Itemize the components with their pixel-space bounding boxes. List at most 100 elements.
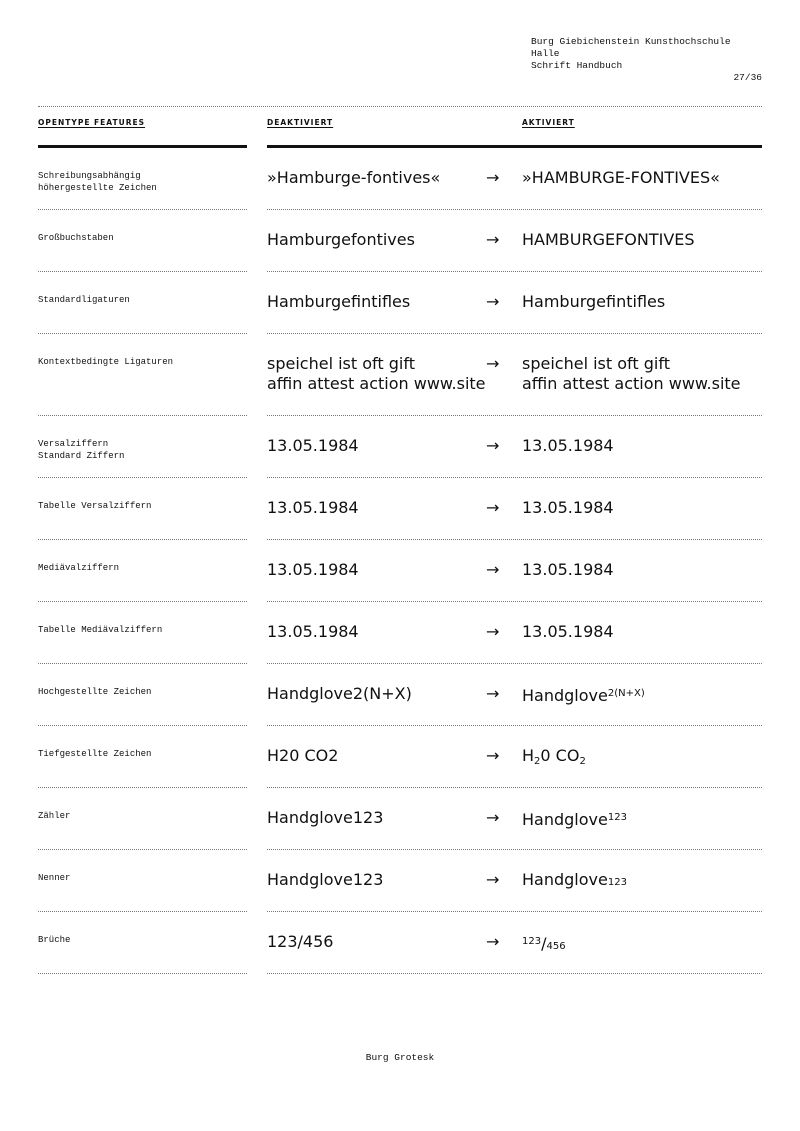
feature-label: Hochgestellte Zeichen <box>38 687 152 697</box>
arrow-icon: → <box>486 354 500 373</box>
divider <box>267 973 762 974</box>
table-row: Tabelle Versalziffern 13.05.1984 → 13.05.… <box>0 478 800 540</box>
disabled-sample: 13.05.1984 <box>267 498 359 517</box>
divider <box>267 601 762 602</box>
sample-part: 123 <box>522 936 542 947</box>
table-row: Hochgestellte Zeichen Handglove2(N+X) → H… <box>0 664 800 726</box>
divider <box>38 849 247 850</box>
enabled-sample: 13.05.1984 <box>522 436 614 455</box>
feature-label: Nenner <box>38 873 71 883</box>
divider <box>38 271 247 272</box>
divider <box>267 787 762 788</box>
table-row: Nenner Handglove123 → Handglove123 <box>0 850 800 912</box>
sample-part: 2 <box>579 756 586 767</box>
disabled-sample: 13.05.1984 <box>267 622 359 641</box>
feature-label: Brüche <box>38 935 71 945</box>
arrow-icon: → <box>486 498 500 517</box>
column-header-feature: OPENTYPE FEATURES <box>38 118 146 127</box>
sample-part: Handglove <box>522 810 608 829</box>
table-row: Tabelle Mediävalziffern 13.05.1984 → 13.0… <box>0 602 800 664</box>
disabled-sample: Handglove2(N+X) <box>267 684 412 703</box>
arrow-icon: → <box>486 746 500 765</box>
page-number: 27/36 <box>733 72 762 83</box>
sample-part: Handglove <box>522 686 608 705</box>
sample-part: Handglove <box>522 870 608 889</box>
arrow-icon: → <box>486 808 500 827</box>
divider <box>267 663 762 664</box>
divider <box>267 415 762 416</box>
divider <box>38 477 247 478</box>
institution-name: Burg Giebichenstein Kunsthochschule Hall… <box>531 36 731 59</box>
divider <box>38 539 247 540</box>
disabled-sample: »Hamburge-fontives« <box>267 168 441 187</box>
table-row: Brüche 123/456 → 123/456 <box>0 912 800 974</box>
enabled-sample: »HAMBURGE-FONTIVES« <box>522 168 720 187</box>
disabled-sample: 123/456 <box>267 932 334 951</box>
divider <box>38 106 762 107</box>
disabled-sample: Hamburgefintifles <box>267 292 411 311</box>
column-header-enabled: AKTIVIERT <box>522 118 575 127</box>
header-rule <box>38 145 247 148</box>
header-rule <box>267 145 762 148</box>
sample-part: 2 <box>534 756 541 767</box>
enabled-sample: 13.05.1984 <box>522 560 614 579</box>
divider <box>38 209 247 210</box>
arrow-icon: → <box>486 292 500 311</box>
enabled-sample: 13.05.1984 <box>522 622 614 641</box>
sample-part: / <box>541 934 547 953</box>
disabled-sample: speichel ist oft gift affin attest actio… <box>267 354 486 393</box>
divider <box>267 477 762 478</box>
table-row: Großbuchstaben Hamburgefontives → HAMBURG… <box>0 210 800 272</box>
disabled-sample: H20 CO2 <box>267 746 339 765</box>
feature-label: Zähler <box>38 811 71 821</box>
feature-label: Tiefgestellte Zeichen <box>38 749 152 759</box>
arrow-icon: → <box>486 168 500 187</box>
divider <box>38 973 247 974</box>
feature-table: Schreibungsabhängig höhergestellte Zeich… <box>0 148 800 974</box>
feature-label: Standardligaturen <box>38 295 130 305</box>
disabled-sample: Handglove123 <box>267 870 384 889</box>
enabled-sample: 13.05.1984 <box>522 498 614 517</box>
feature-label: Großbuchstaben <box>38 233 114 243</box>
arrow-icon: → <box>486 932 500 951</box>
column-header-disabled: DEAKTIVIERT <box>267 118 334 127</box>
publication-title: Schrift Handbuch <box>531 60 623 71</box>
enabled-sample: H20 CO2 <box>522 746 586 772</box>
enabled-sample: Hamburgefintifles <box>522 292 666 311</box>
divider <box>267 271 762 272</box>
feature-label: Kontextbedingte Ligaturen <box>38 357 174 367</box>
feature-label: Schreibungsabhängig höhergestellte Zeich… <box>38 171 157 193</box>
enabled-sample: speichel ist oft gift affin attest actio… <box>522 354 741 393</box>
sample-part: 123 <box>607 877 627 888</box>
sample-part: 456 <box>546 941 566 952</box>
arrow-icon: → <box>486 622 500 641</box>
divider <box>267 539 762 540</box>
divider <box>38 663 247 664</box>
table-row: Versalziffern Standard Ziffern 13.05.198… <box>0 416 800 478</box>
table-row: Standardligaturen Hamburgefintifles → Ham… <box>0 272 800 334</box>
disabled-sample: 13.05.1984 <box>267 560 359 579</box>
divider <box>267 209 762 210</box>
sample-part: H <box>522 746 535 765</box>
disabled-sample: Hamburgefontives <box>267 230 415 249</box>
footer-font-name: Burg Grotesk <box>365 1052 435 1063</box>
enabled-sample: Handglove123 <box>522 870 627 893</box>
feature-label: Mediävalziffern <box>38 563 120 573</box>
disabled-sample: Handglove123 <box>267 808 384 827</box>
sample-part: 2(N+X) <box>607 688 645 699</box>
enabled-sample: Handglove2(N+X) <box>522 684 645 706</box>
divider <box>267 911 762 912</box>
divider <box>38 601 247 602</box>
feature-label: Tabelle Mediävalziffern <box>38 625 163 635</box>
enabled-sample: HAMBURGEFONTIVES <box>522 230 695 249</box>
arrow-icon: → <box>486 870 500 889</box>
divider <box>38 415 247 416</box>
enabled-sample: 123/456 <box>522 932 566 957</box>
divider <box>267 849 762 850</box>
table-row: Schreibungsabhängig höhergestellte Zeich… <box>0 148 800 210</box>
page-header: Burg Giebichenstein Kunsthochschule Hall… <box>531 36 762 84</box>
sample-part: 0 CO <box>540 746 580 765</box>
disabled-sample: 13.05.1984 <box>267 436 359 455</box>
feature-label: Versalziffern Standard Ziffern <box>38 439 125 461</box>
sample-part: 123 <box>607 812 627 823</box>
